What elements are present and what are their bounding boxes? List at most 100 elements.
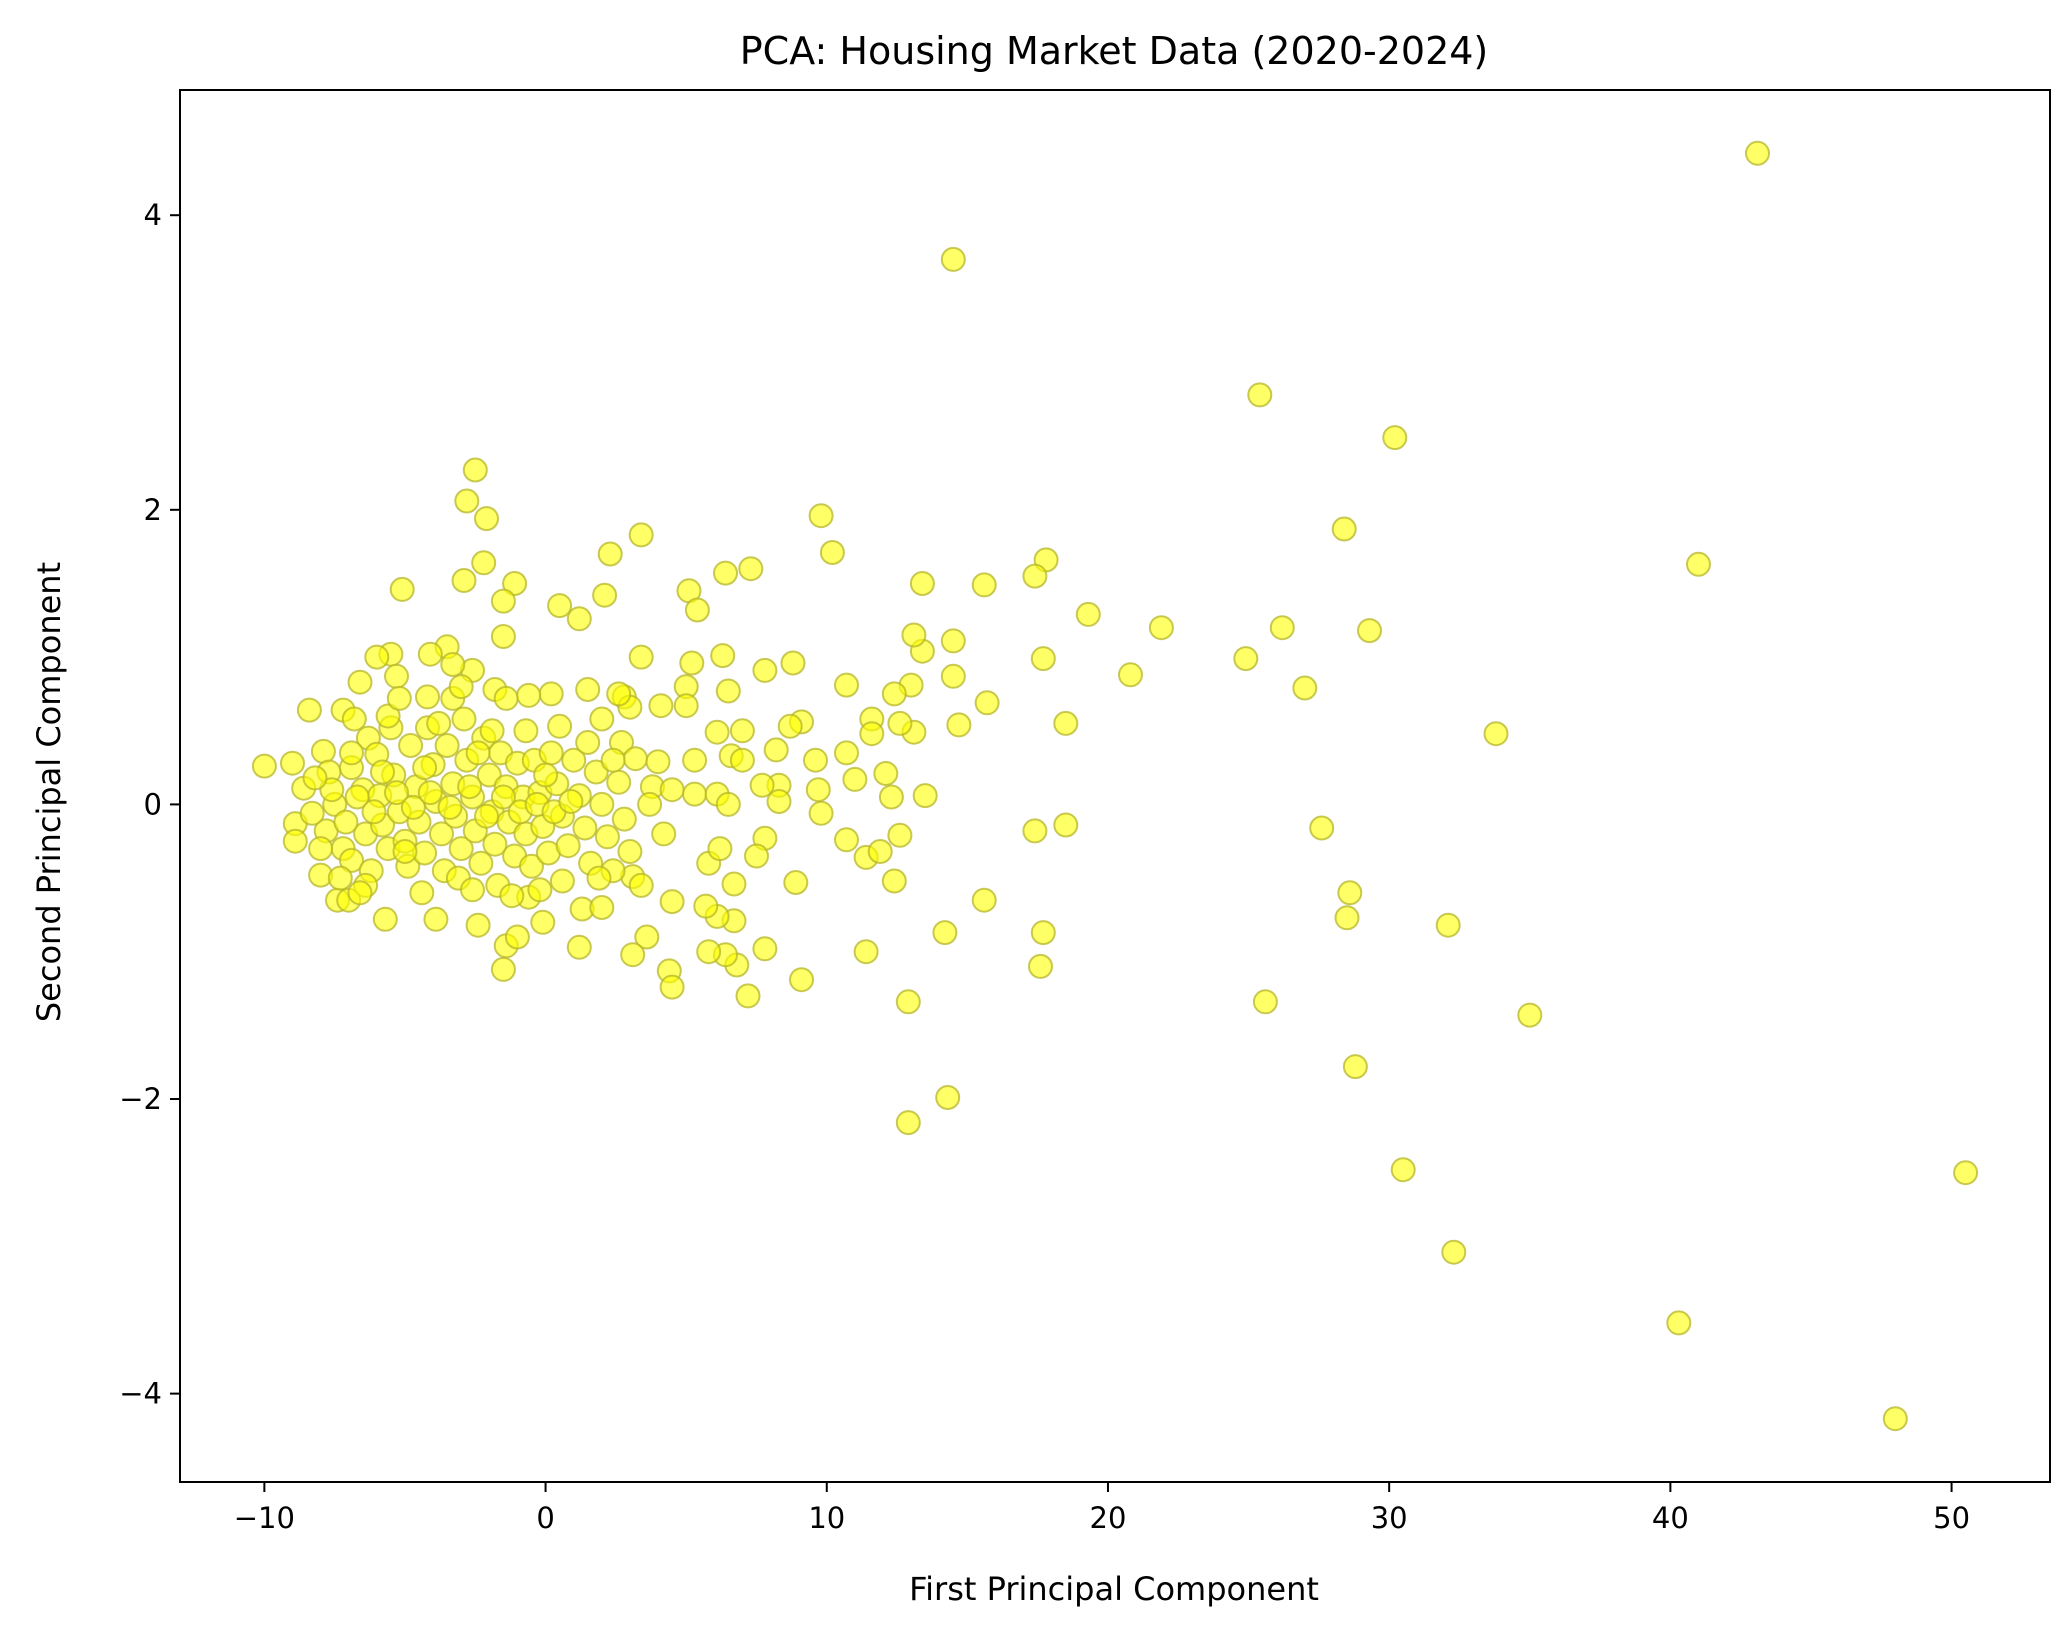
x-tick-label: 10	[808, 1501, 845, 1535]
data-point	[805, 777, 831, 803]
data-point	[1953, 1160, 1979, 1186]
data-point	[909, 571, 935, 596]
data-point	[628, 872, 654, 898]
data-point	[1334, 905, 1360, 931]
data-point	[1337, 880, 1363, 906]
data-point	[682, 781, 708, 807]
data-point	[566, 606, 592, 632]
data-point	[684, 597, 710, 623]
data-point	[448, 836, 474, 862]
data-point	[1247, 382, 1273, 408]
data-point	[589, 895, 615, 920]
data-point	[713, 560, 738, 586]
data-point	[398, 733, 424, 758]
data-point	[971, 887, 997, 913]
data-point	[1483, 721, 1509, 747]
data-point	[715, 791, 741, 817]
data-point	[628, 522, 654, 548]
data-point	[1666, 1310, 1692, 1336]
data-point	[415, 684, 440, 710]
data-point	[606, 681, 632, 707]
data-point	[895, 989, 921, 1015]
data-point	[555, 833, 581, 859]
data-point	[932, 920, 958, 946]
data-point	[448, 674, 474, 700]
data-point	[296, 697, 322, 723]
data-point	[1292, 675, 1318, 701]
data-point	[409, 880, 435, 906]
data-point	[834, 827, 859, 853]
data-point	[499, 883, 525, 909]
data-point	[1342, 1054, 1368, 1080]
data-point	[310, 738, 336, 764]
data-point	[434, 733, 460, 758]
data-point	[1390, 1157, 1416, 1183]
data-point	[460, 877, 485, 903]
data-point	[474, 506, 499, 532]
data-point	[721, 871, 747, 897]
data-point	[586, 865, 612, 891]
data-point	[1686, 551, 1711, 577]
data-point	[1118, 662, 1143, 688]
x-axis-ticks: −10 0 10 20 30 40 50	[234, 1482, 1970, 1535]
data-point	[946, 712, 972, 738]
data-point	[347, 880, 373, 906]
data-point	[465, 912, 491, 938]
data-point	[1030, 646, 1056, 672]
data-point	[659, 777, 685, 803]
data-point	[400, 794, 426, 820]
data-point	[729, 747, 755, 773]
data-point	[873, 761, 899, 786]
data-point	[412, 755, 438, 781]
data-point	[549, 868, 575, 894]
data-point	[1357, 618, 1382, 644]
data-point	[707, 836, 733, 862]
data-point	[881, 681, 907, 707]
data-point	[940, 246, 966, 272]
y-axis-label: Second Principal Component	[30, 562, 68, 1022]
data-point	[429, 821, 454, 847]
data-point	[308, 836, 334, 862]
data-point	[474, 803, 499, 829]
data-point	[468, 850, 494, 876]
data-point	[704, 719, 730, 745]
data-point	[361, 799, 387, 825]
data-point	[282, 828, 308, 854]
data-point	[533, 762, 559, 788]
data-point	[513, 718, 539, 744]
data-point	[490, 588, 516, 614]
data-point	[729, 718, 755, 744]
data-point	[561, 747, 587, 773]
data-point	[867, 839, 893, 864]
data-point	[519, 853, 544, 879]
data-point	[606, 769, 632, 795]
data-point	[620, 942, 646, 968]
data-point	[280, 750, 305, 776]
data-point	[679, 650, 705, 676]
y-tick-label: 2	[144, 493, 162, 527]
data-point	[738, 556, 764, 582]
data-point	[251, 753, 277, 779]
data-point	[333, 809, 359, 835]
y-tick-label: −2	[119, 1082, 162, 1116]
data-point	[895, 1110, 921, 1136]
data-point	[440, 652, 466, 677]
data-point	[648, 693, 674, 719]
data-point	[566, 934, 592, 960]
data-point	[808, 503, 834, 529]
data-point	[482, 831, 508, 857]
data-point	[471, 550, 497, 576]
data-point	[789, 967, 814, 993]
data-point	[744, 843, 769, 869]
y-tick-label: 4	[144, 198, 162, 232]
data-point	[558, 789, 584, 814]
data-point	[1331, 516, 1357, 542]
data-point	[530, 909, 556, 935]
data-point	[370, 759, 395, 785]
data-point	[364, 644, 390, 670]
data-point	[516, 682, 542, 708]
data-point	[538, 681, 564, 707]
data-point	[1252, 989, 1278, 1015]
data-point	[600, 747, 626, 773]
